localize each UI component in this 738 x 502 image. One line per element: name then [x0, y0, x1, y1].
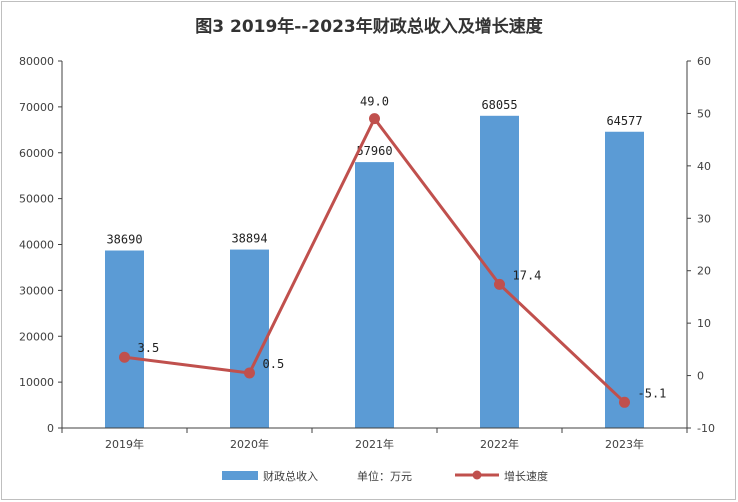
growth-point-0 — [119, 351, 130, 363]
left-tick-label-2: 20000 — [19, 330, 54, 343]
bar-series — [105, 115, 644, 429]
right-axis-ticks: -10 0 10 20 30 40 50 60 — [687, 55, 715, 435]
left-tick-label-7: 70000 — [19, 101, 54, 114]
line-series — [119, 113, 630, 408]
bar-0 — [105, 250, 144, 428]
right-tick-label-3: 20 — [697, 265, 711, 278]
right-tick-label-7: 60 — [697, 55, 711, 68]
right-tick-label-0: -10 — [697, 422, 715, 435]
x-tick-label-2: 2021年 — [355, 437, 394, 451]
right-tick-label-1: 0 — [697, 370, 704, 383]
right-tick-label-5: 40 — [697, 160, 711, 173]
bar-1 — [230, 249, 269, 428]
left-tick-label-4: 40000 — [19, 239, 54, 252]
bar-label-0: 38690 — [106, 233, 142, 247]
left-tick-label-0: 0 — [47, 422, 54, 435]
bar-2 — [355, 162, 394, 428]
line-data-labels: 3.5 0.5 49.0 17.4 -5.1 — [138, 95, 667, 401]
growth-point-3 — [494, 278, 505, 290]
legend-line-marker — [472, 470, 482, 480]
growth-point-4 — [619, 396, 630, 408]
line-label-2: 49.0 — [360, 95, 389, 109]
left-tick-label-6: 60000 — [19, 147, 54, 160]
legend: 财政总收入 单位：万元 增长速度 — [222, 469, 548, 483]
legend-line-label: 增长速度 — [504, 469, 548, 483]
left-axis-ticks: 0 10000 20000 30000 40000 50000 60000 70000 8000… — [19, 55, 62, 435]
line-label-4: -5.1 — [638, 386, 667, 400]
left-tick-label-1: 10000 — [19, 376, 54, 389]
x-tick-label-1: 2020年 — [230, 437, 269, 451]
right-tick-label-4: 30 — [697, 212, 711, 225]
line-label-3: 17.4 — [513, 268, 542, 282]
x-axis-ticks: 2019年 2020年 2021年 2022年 2023年 — [61, 428, 688, 451]
right-tick-label-6: 50 — [697, 107, 711, 120]
bar-3 — [480, 115, 519, 429]
bar-label-3: 68055 — [481, 98, 517, 112]
chart-title: 图3 2019年--2023年财政总收入及增长速度 — [195, 17, 543, 37]
growth-point-1 — [244, 367, 255, 379]
right-tick-label-2: 10 — [697, 317, 711, 330]
line-label-1: 0.5 — [263, 357, 285, 371]
left-tick-label-5: 50000 — [19, 193, 54, 206]
x-tick-label-0: 2019年 — [105, 437, 144, 451]
x-tick-label-3: 2022年 — [480, 437, 519, 451]
x-tick-label-4: 2023年 — [605, 437, 644, 451]
growth-point-2 — [369, 113, 380, 125]
bar-4 — [605, 131, 644, 429]
legend-unit-label: 单位：万元 — [357, 469, 412, 483]
legend-bar-swatch — [222, 471, 258, 480]
left-tick-label-3: 30000 — [19, 284, 54, 297]
line-label-0: 3.5 — [138, 341, 160, 355]
left-tick-label-8: 80000 — [19, 55, 54, 68]
bar-label-2: 57960 — [356, 144, 392, 158]
bar-label-4: 64577 — [606, 114, 642, 128]
bar-label-1: 38894 — [231, 232, 267, 246]
legend-bar-label: 财政总收入 — [263, 469, 318, 483]
bar-data-labels: 38690 38894 57960 68055 64577 — [106, 98, 642, 247]
